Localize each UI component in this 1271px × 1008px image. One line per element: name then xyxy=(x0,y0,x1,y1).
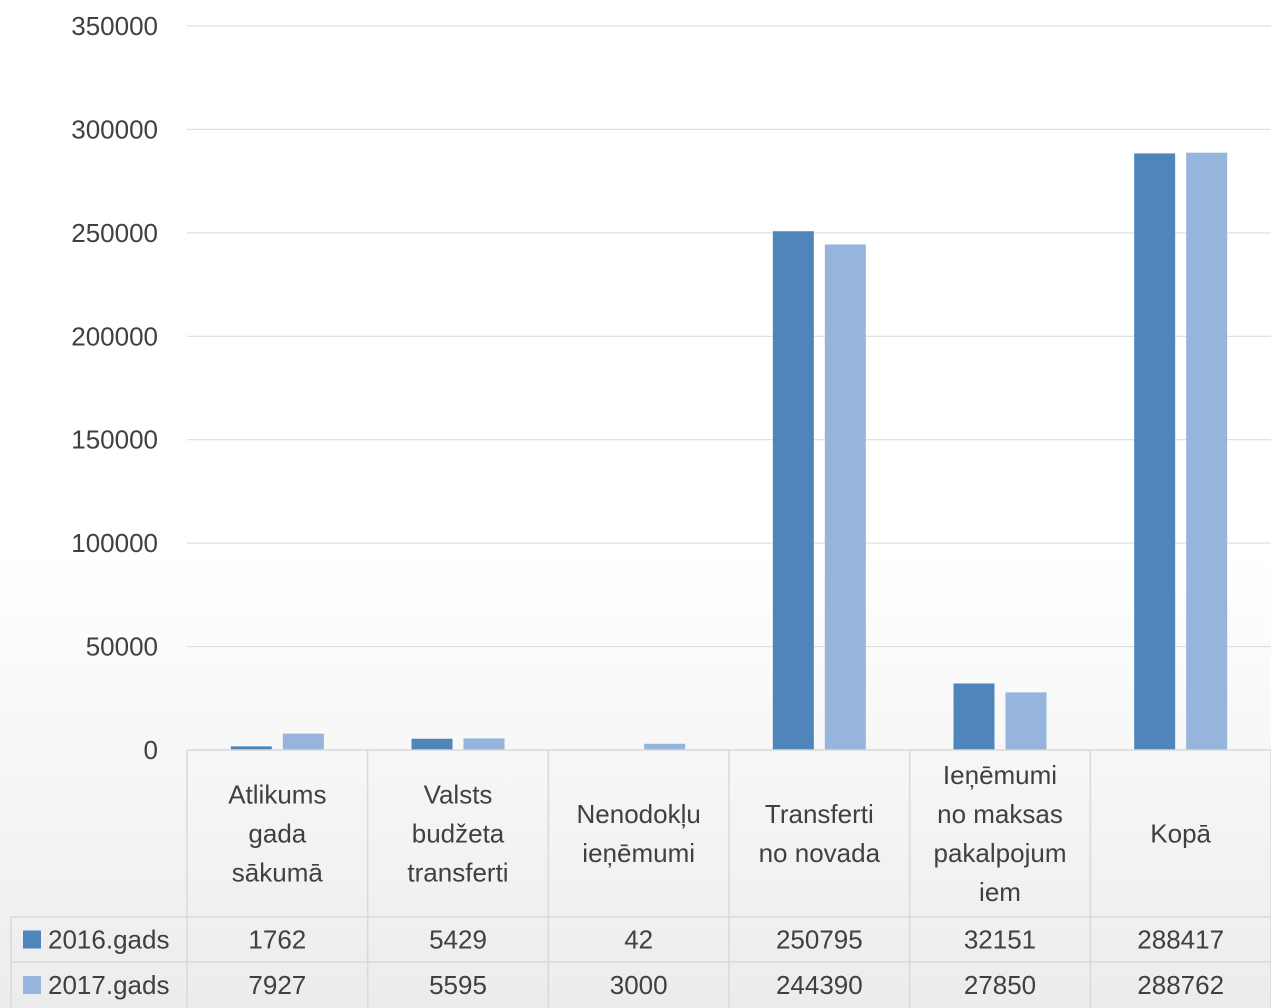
y-axis: 0 50000 100000 150000 200000 250000 300000 3500… xyxy=(71,11,158,765)
data-label: 5429 xyxy=(429,925,487,955)
x-tick-label: transferti xyxy=(407,858,508,888)
data-label: 32151 xyxy=(964,925,1036,955)
data-label: 250795 xyxy=(776,925,863,955)
x-tick-label: Ieņēmumi xyxy=(943,760,1057,790)
gridlines xyxy=(187,25,1271,648)
data-label: 7927 xyxy=(248,970,306,1000)
legend-label: 2016.gads xyxy=(48,925,169,955)
bar xyxy=(282,733,324,750)
data-label: 42 xyxy=(624,925,653,955)
bar xyxy=(772,231,814,750)
x-tick-label: Atlikums xyxy=(228,780,326,810)
bar xyxy=(644,743,686,750)
x-tick-label: Valsts xyxy=(424,780,493,810)
data-label: 288762 xyxy=(1137,970,1224,1000)
bars xyxy=(230,152,1228,750)
legend-swatch xyxy=(23,930,41,949)
x-tick-label: gada xyxy=(248,819,306,849)
x-tick-label: no novada xyxy=(759,838,881,868)
legend-label: 2017.gads xyxy=(48,970,169,1000)
y-tick-label: 150000 xyxy=(71,425,158,455)
data-label: 288417 xyxy=(1137,925,1224,955)
data-label: 1762 xyxy=(248,925,306,955)
bar xyxy=(1186,152,1228,750)
bar xyxy=(824,244,866,750)
data-label: 27850 xyxy=(964,970,1036,1000)
y-tick-label: 50000 xyxy=(86,632,158,662)
y-tick-label: 250000 xyxy=(71,218,158,248)
x-tick-label: iem xyxy=(979,877,1021,907)
data-label: 5595 xyxy=(429,970,487,1000)
y-tick-label: 100000 xyxy=(71,528,158,558)
y-tick-label: 0 xyxy=(144,735,158,765)
y-tick-label: 350000 xyxy=(71,11,158,41)
legend-swatch xyxy=(23,976,41,994)
x-tick-label: pakalpojum xyxy=(934,838,1067,868)
data-label: 3000 xyxy=(610,970,668,1000)
x-tick-label: Nenodokļu xyxy=(577,799,701,829)
bar xyxy=(230,746,272,750)
bar xyxy=(411,738,453,750)
x-tick-label: budžeta xyxy=(412,819,505,849)
x-tick-label: sākumā xyxy=(232,858,324,888)
bar xyxy=(953,683,995,750)
x-tick-label: no maksas xyxy=(937,799,1063,829)
y-tick-label: 200000 xyxy=(71,321,158,351)
bar xyxy=(463,738,505,750)
y-tick-label: 300000 xyxy=(71,114,158,144)
data-label: 244390 xyxy=(776,970,863,1000)
x-tick-label: Kopā xyxy=(1150,819,1211,849)
data-table: Atlikums gada sākumā Valsts budžeta transfert… xyxy=(10,749,1271,1008)
x-tick-label: Transferti xyxy=(765,799,874,829)
x-tick-label: ieņēmumi xyxy=(582,838,695,868)
bar xyxy=(1005,692,1047,750)
bar xyxy=(1134,153,1176,750)
